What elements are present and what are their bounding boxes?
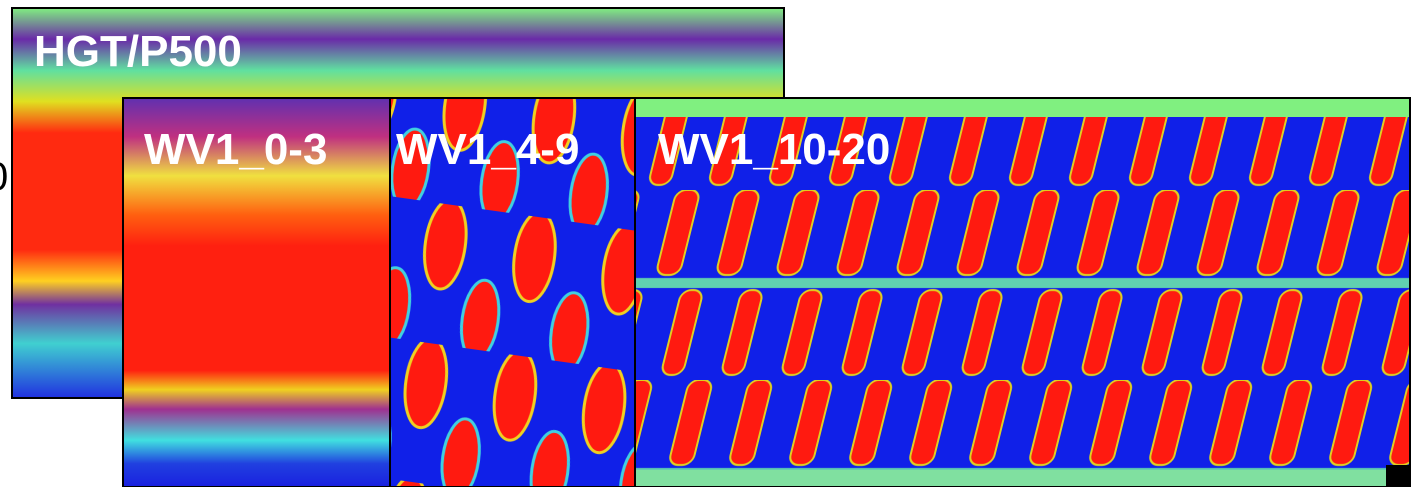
page: 0 HGT/P500 WV1_0-3 WV1_4-9 WV1_10-20 (()… bbox=[0, 0, 1412, 487]
panel-wv1-0-3: WV1_0-3 bbox=[123, 98, 390, 487]
corner-mark bbox=[1386, 465, 1410, 487]
panel-wv1-10-20: WV1_10-20 bbox=[635, 98, 1410, 487]
figure: 0 HGT/P500 WV1_0-3 WV1_4-9 WV1_10-20 bbox=[0, 0, 1412, 487]
panel-wv1-4-9: WV1_4-9 bbox=[390, 98, 635, 487]
panel-label: WV1_4-9 bbox=[396, 125, 579, 174]
panel-label: WV1_10-20 bbox=[658, 125, 890, 174]
edge-text: 0 bbox=[0, 155, 8, 199]
panel-label: HGT/P500 bbox=[34, 27, 242, 76]
band bbox=[636, 470, 1409, 486]
panel-label: WV1_0-3 bbox=[144, 125, 327, 174]
band bbox=[636, 99, 1409, 117]
